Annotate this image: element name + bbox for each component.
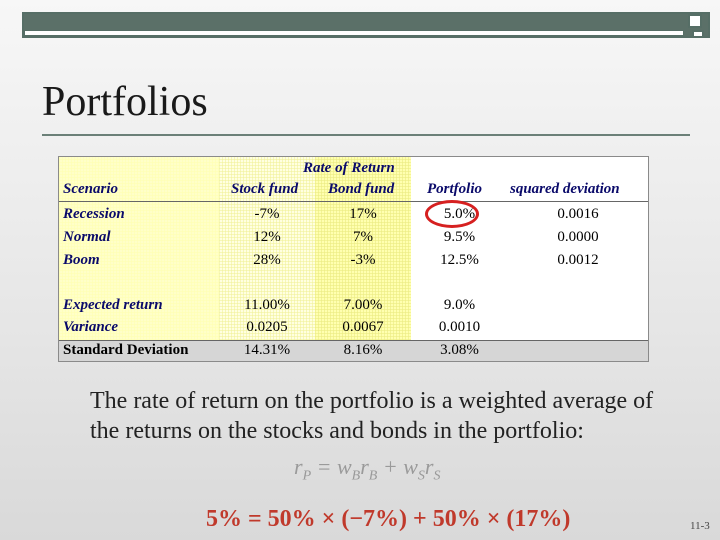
- cell-recession-bond: 17%: [349, 206, 377, 222]
- formula-rp: rP: [294, 454, 312, 484]
- cell-recession-stock: -7%: [254, 206, 280, 222]
- top-decoration-box: [688, 14, 702, 28]
- cell-normal-bond: 7%: [353, 229, 373, 245]
- cell-expected-stock: 11.00%: [244, 297, 290, 313]
- example-calculation: 5% = 50% × (−7%) + 50% × (17%): [206, 506, 571, 532]
- top-decoration-strip: [24, 30, 684, 36]
- top-decoration-box-small: [692, 30, 704, 38]
- row-label-standard-deviation: Standard Deviation: [63, 342, 189, 358]
- header-stock-fund: Stock fund: [231, 181, 299, 197]
- cell-recession-sqdev: 0.0016: [557, 206, 599, 222]
- cell-boom-bond: -3%: [350, 252, 376, 268]
- cell-sd-portfolio: 3.08%: [440, 342, 479, 358]
- slide-title: Portfolios: [42, 79, 208, 125]
- highlight-circle: [425, 200, 479, 228]
- header-squared-deviation: squared deviation: [510, 181, 620, 197]
- cell-variance-bond: 0.0067: [342, 319, 384, 335]
- header-scenario: Scenario: [63, 181, 119, 197]
- explanation-text: The rate of return on the portfolio is a…: [90, 388, 654, 444]
- cell-variance-stock: 0.0205: [246, 319, 288, 335]
- row-label-expected-return: Expected return: [63, 297, 163, 313]
- cell-boom-portfolio: 12.5%: [440, 252, 479, 268]
- cell-expected-portfolio: 9.0%: [443, 297, 476, 313]
- header-portfolio: Portfolio: [427, 181, 482, 197]
- cell-sd-bond: 8.16%: [343, 342, 383, 358]
- returns-table: Rate of Return Scenario Stock fund Bond …: [58, 156, 649, 362]
- row-label-recession: Recession: [63, 206, 125, 222]
- cell-sd-stock: 14.31%: [243, 342, 291, 358]
- cell-normal-stock: 12%: [253, 229, 281, 245]
- cell-variance-portfolio: 0.0010: [438, 319, 481, 335]
- header-bond-fund: Bond fund: [328, 181, 395, 197]
- row-label-boom: Boom: [63, 252, 100, 268]
- row-label-normal: Normal: [63, 229, 111, 245]
- cell-expected-bond: 7.00%: [343, 297, 383, 313]
- cell-normal-portfolio: 9.5%: [443, 229, 476, 245]
- row-label-variance: Variance: [63, 319, 119, 335]
- portfolio-return-formula: rP = wBrB + wSrS: [294, 454, 441, 484]
- header-rate-of-return: Rate of Return: [303, 160, 395, 176]
- page-number: 11-3: [690, 520, 710, 532]
- cell-boom-sqdev: 0.0012: [557, 252, 599, 268]
- title-underline: [42, 134, 690, 136]
- cell-normal-sqdev: 0.0000: [557, 229, 599, 245]
- cell-boom-stock: 28%: [253, 252, 281, 268]
